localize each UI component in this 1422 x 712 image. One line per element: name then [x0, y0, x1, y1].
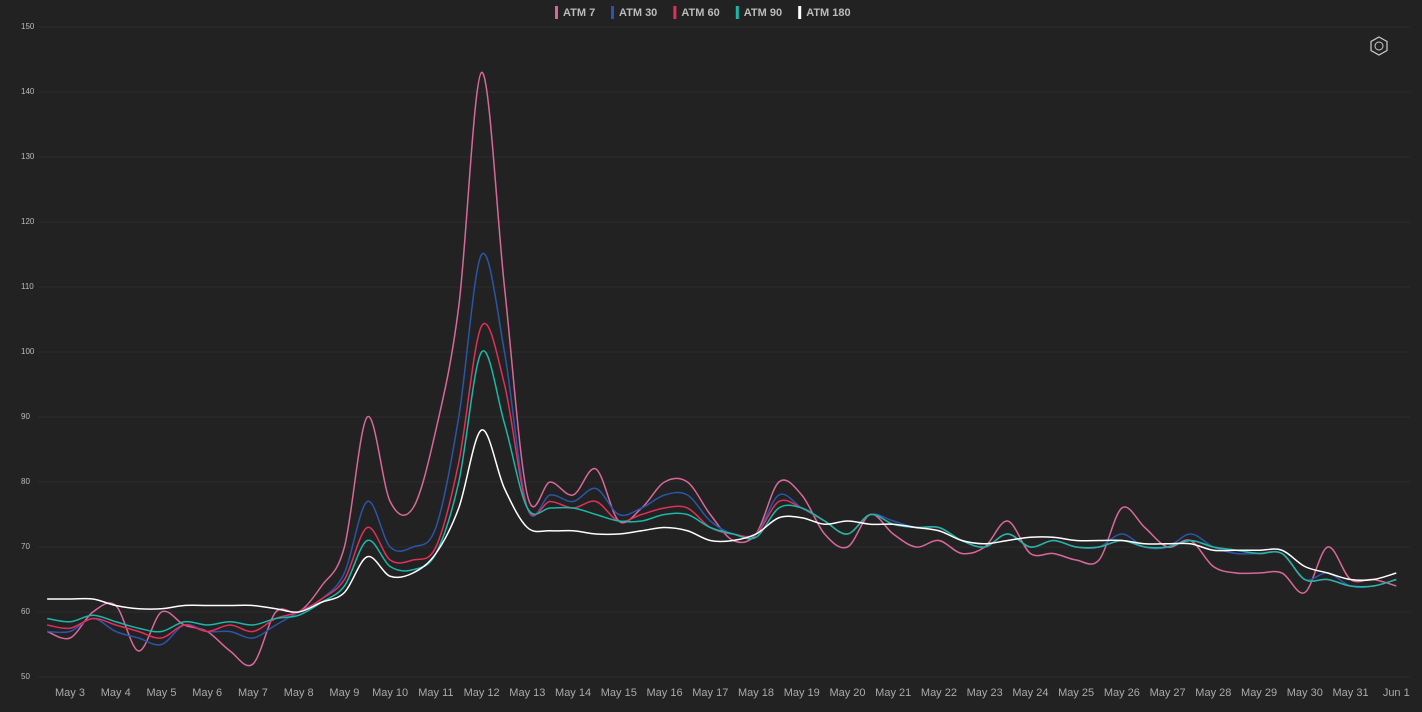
x-tick-label: May 17 [692, 687, 728, 699]
y-tick-label: 140 [21, 87, 35, 96]
legend-label: ATM 30 [619, 7, 657, 19]
legend-swatch [555, 6, 558, 19]
y-tick-label: 80 [21, 477, 30, 486]
y-tick-label: 150 [21, 22, 35, 31]
x-tick-label: May 25 [1058, 687, 1094, 699]
x-tick-label: May 18 [738, 687, 774, 699]
x-tick-label: May 23 [967, 687, 1003, 699]
y-tick-label: 70 [21, 542, 30, 551]
watermark [1370, 36, 1388, 56]
logo-mark [1374, 41, 1384, 51]
series [46, 71, 1397, 667]
legend-swatch [798, 6, 802, 19]
x-tick-label: May 11 [418, 687, 453, 699]
y-tick-label: 120 [21, 217, 35, 226]
x-tick-label: May 12 [464, 687, 500, 699]
x-tick-label: May 26 [1104, 687, 1140, 699]
x-tick-label: May 27 [1150, 687, 1186, 699]
legend-swatch [673, 6, 677, 19]
x-tick-label: May 20 [829, 687, 865, 699]
y-tick-label: 90 [21, 412, 30, 421]
x-tick-label: May 22 [921, 687, 957, 699]
x-tick-label: Jun 1 [1383, 687, 1410, 699]
y-tick-label: 50 [21, 672, 30, 681]
x-tick-label: May 16 [647, 687, 683, 699]
line [47, 429, 1397, 613]
x-tick-label: May 9 [329, 687, 359, 699]
x-tick-label: May 8 [284, 687, 314, 699]
series [47, 350, 1397, 633]
x-tick-label: May 21 [875, 687, 911, 699]
logo [1370, 36, 1388, 56]
legend-label: ATM 7 [563, 7, 595, 19]
x-tick-label: May 28 [1195, 687, 1231, 699]
x-tick-label: May 30 [1287, 687, 1323, 699]
x-tick-label: May 10 [372, 687, 408, 699]
y-tick-label: 110 [21, 282, 34, 291]
x-tick-label: May 24 [1012, 687, 1048, 699]
x-tick-label: May 29 [1241, 687, 1277, 699]
x-tick-label: May 5 [146, 687, 176, 699]
x-tick-label: May 14 [555, 687, 591, 699]
legend-label: ATM 180 [806, 7, 850, 19]
legend-label: ATM 90 [744, 7, 782, 19]
x-tick-label: May 7 [238, 687, 268, 699]
y-tick-label: 100 [21, 347, 35, 356]
legend: ATM 7 ATM 30 ATM 60 ATM 90 ATM 180 [555, 6, 851, 19]
line [46, 71, 1397, 667]
legend-label: ATM 60 [681, 7, 719, 19]
x-tick-label: May 4 [101, 687, 131, 699]
x-tick-label: May 3 [55, 687, 85, 699]
y-tick-label: 60 [21, 607, 30, 616]
y-tick-label: 130 [21, 152, 35, 161]
legend-swatch [611, 6, 614, 19]
line [47, 350, 1397, 633]
x-tick-label: May 15 [601, 687, 637, 699]
x-tick-label: May 6 [192, 687, 222, 699]
x-tick-label: May 13 [509, 687, 545, 699]
x-tick-label: May 19 [784, 687, 820, 699]
x-tick-label: May 31 [1333, 687, 1369, 699]
legend-swatch [735, 6, 739, 19]
series [47, 429, 1397, 613]
